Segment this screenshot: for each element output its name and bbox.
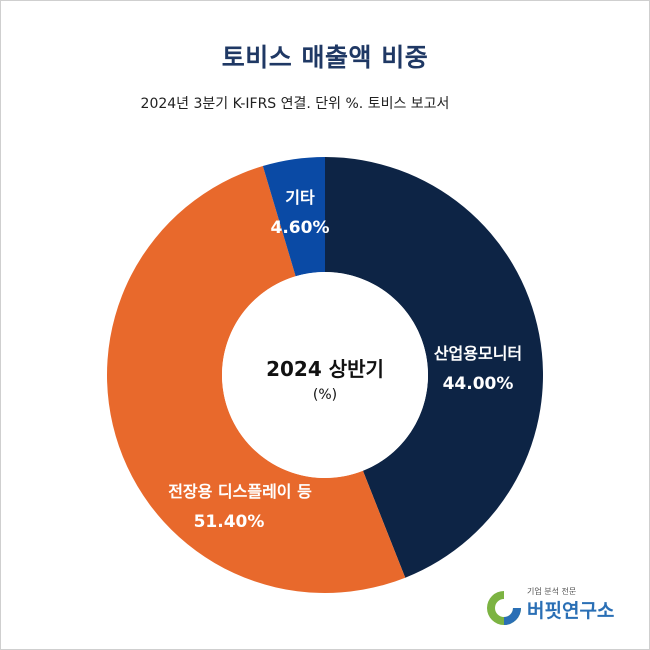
logo-mark-icon <box>487 591 521 625</box>
buffett-lab-logo: 기업 분석 전문 버핏연구소 <box>482 584 632 630</box>
slice-automotive-display <box>106 166 406 594</box>
slice-industrial-monitor <box>325 157 544 578</box>
slice-label-industrial-monitor: 산업용모니터 <box>434 344 522 363</box>
chart-subtitle: 2024년 3분기 K-IFRS 연결. 단위 %. 토비스 보고서 <box>140 96 450 112</box>
slice-label-automotive-display: 전장용 디스플레이 등 <box>168 482 312 501</box>
slice-value-automotive-display: 51.40% <box>194 512 265 532</box>
donut-hole <box>222 272 428 478</box>
logo-name: 버핏연구소 <box>527 600 615 622</box>
slice-label-other: 기타 <box>285 188 315 207</box>
slice-value-other: 4.60% <box>271 218 330 238</box>
logo-tagline: 기업 분석 전문 <box>527 587 577 596</box>
slice-value-industrial-monitor: 44.00% <box>443 374 514 394</box>
chart-title: 토비스 매출액 비중 <box>221 43 429 72</box>
slice-other <box>262 157 325 277</box>
center-sublabel: (%) <box>313 387 337 403</box>
donut-slices <box>106 157 544 594</box>
center-label: 2024 상반기 <box>266 357 384 381</box>
